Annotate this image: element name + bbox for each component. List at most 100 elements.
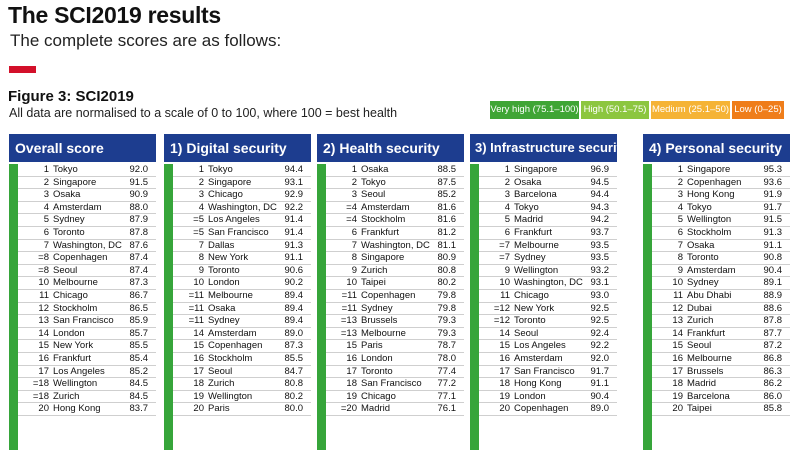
table-row: 8 New York 91.1 (173, 252, 311, 265)
table-row: 18 Hong Kong 91.1 (479, 378, 617, 391)
score-list: 1 Tokyo 94.4 2 Singapore 93.1 3 Chicago 92.9 4 Was… (164, 164, 311, 450)
rank-cell: 9 (677, 264, 683, 276)
city-cell: Osaka (514, 176, 542, 188)
table-row: 7 Osaka 91.1 (652, 240, 790, 253)
table-row: 19 Wellington 80.2 (173, 391, 311, 404)
table-row: 3 Barcelona 94.4 (479, 189, 617, 202)
city-cell: Tokyo (208, 164, 233, 175)
score-cell: 91.1 (590, 378, 610, 390)
city-cell: Amsterdam (514, 352, 563, 364)
city-cell: New York (53, 340, 94, 352)
table-row: 19 Barcelona 86.0 (652, 391, 790, 404)
table-row: 8 Toronto 90.8 (652, 252, 790, 265)
score-cell: 88.6 (763, 302, 783, 314)
city-cell: Washington, DC (361, 239, 430, 251)
score-cell: 87.3 (129, 277, 149, 289)
table-row: =8 Copenhagen 87.4 (18, 252, 156, 265)
score-cell: 80.2 (437, 277, 457, 289)
city-cell: San Francisco (53, 315, 114, 327)
city-cell: Los Angeles (208, 214, 260, 226)
table-row: 6 Frankfurt 81.2 (326, 227, 464, 240)
rank-cell: =5 (193, 214, 204, 226)
rank-cell: 6 (504, 226, 510, 238)
rank-cell: 8 (351, 252, 357, 264)
score-cell: 91.4 (284, 226, 304, 238)
score-cell: 88.0 (129, 201, 149, 213)
score-cell: 91.1 (763, 239, 783, 251)
rank-cell: 6 (43, 226, 49, 238)
city-cell: Hong Kong (53, 403, 101, 415)
city-cell: Tokyo (361, 176, 386, 188)
score-cell: 90.4 (590, 390, 610, 402)
rank-cell: 20 (672, 403, 683, 415)
score-cell: 94.5 (590, 176, 610, 188)
table-row: 4 Amsterdam 88.0 (18, 202, 156, 215)
table-row: 10 London 90.2 (173, 277, 311, 290)
table-row: 4 Washington, DC 92.2 (173, 202, 311, 215)
table-row: 13 San Francisco 85.9 (18, 315, 156, 328)
rank-cell: 14 (193, 327, 204, 339)
legend-medium: Medium (25.1–50) (651, 101, 730, 119)
city-cell: Los Angeles (53, 365, 105, 377)
rank-cell: 4 (504, 201, 510, 213)
rank-cell: =12 (493, 302, 510, 314)
city-cell: Amsterdam (208, 327, 257, 339)
city-cell: Taipei (687, 403, 712, 415)
score-cell: 86.3 (763, 365, 783, 377)
rank-cell: 2 (677, 176, 683, 188)
score-list: 1 Osaka 88.5 2 Tokyo 87.5 3 Seoul 85.2 =4 Amsterda… (317, 164, 464, 450)
table-row: 10 Sydney 89.1 (652, 277, 790, 290)
rank-cell: 15 (499, 340, 510, 352)
panel-infrastructure-security: 3) Infrastructure security 1 Singapore 96.… (470, 134, 617, 450)
table-row: 3 Seoul 85.2 (326, 189, 464, 202)
city-cell: Barcelona (687, 390, 730, 402)
rank-cell: 17 (499, 365, 510, 377)
city-cell: London (53, 327, 85, 339)
table-row: 16 Melbourne 86.8 (652, 353, 790, 366)
rank-cell: 3 (677, 189, 683, 201)
panel-health-security: 2) Health security 1 Osaka 88.5 2 Tokyo 87.5 3… (317, 134, 464, 450)
table-row: =12 New York 92.5 (479, 303, 617, 316)
rank-cell: 15 (672, 340, 683, 352)
table-row: =13 Brussels 79.3 (326, 315, 464, 328)
table-row: 11 Chicago 93.0 (479, 290, 617, 303)
rank-cell: 18 (346, 378, 357, 390)
score-cell: 92.0 (129, 164, 149, 175)
score-cell: 92.9 (284, 189, 304, 201)
rank-cell: 14 (499, 327, 510, 339)
city-cell: Seoul (53, 264, 78, 276)
city-cell: Brussels (687, 365, 724, 377)
rank-cell: 9 (504, 264, 510, 276)
city-cell: Seoul (687, 340, 712, 352)
score-cell: 89.0 (284, 327, 304, 339)
city-cell: London (361, 352, 393, 364)
rank-cell: =13 (340, 315, 357, 327)
table-row: =11 Osaka 89.4 (173, 303, 311, 316)
city-cell: Dallas (208, 239, 235, 251)
score-cell: 91.4 (284, 214, 304, 226)
score-cell: 87.3 (284, 340, 304, 352)
score-cell: 80.0 (284, 403, 304, 415)
city-cell: Toronto (361, 365, 393, 377)
city-cell: Dubai (687, 302, 712, 314)
city-cell: San Francisco (514, 365, 575, 377)
rank-cell: 1 (198, 164, 204, 175)
panel-overall-score: Overall score 1 Tokyo 92.0 2 Singapore 91.5 3 O… (9, 134, 156, 450)
table-row: 20 Paris 80.0 (173, 403, 311, 416)
city-cell: Sydney (53, 214, 85, 226)
score-cell: 87.6 (129, 239, 149, 251)
score-cell: 78.0 (437, 352, 457, 364)
table-row: 9 Amsterdam 90.4 (652, 265, 790, 278)
city-cell: Frankfurt (361, 226, 400, 238)
table-row: 18 Madrid 86.2 (652, 378, 790, 391)
score-cell: 88.9 (763, 289, 783, 301)
city-cell: Copenhagen (53, 252, 108, 264)
score-cell: 77.2 (437, 378, 457, 390)
table-row: =11 Copenhagen 79.8 (326, 290, 464, 303)
table-row: 15 New York 85.5 (18, 340, 156, 353)
city-cell: Wellington (687, 214, 732, 226)
table-row: 4 Tokyo 91.7 (652, 202, 790, 215)
city-cell: Wellington (208, 390, 253, 402)
score-cell: 80.2 (284, 390, 304, 402)
score-cell: 81.1 (437, 239, 457, 251)
